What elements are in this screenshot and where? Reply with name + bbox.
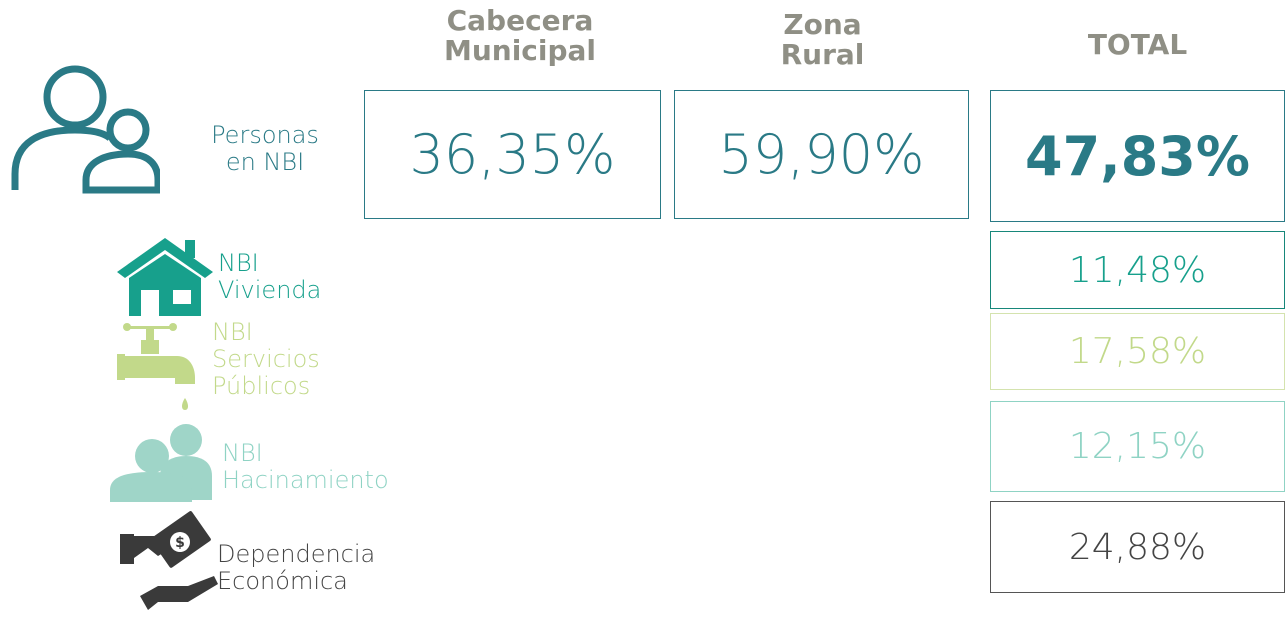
label-line: Públicos xyxy=(212,372,311,400)
row-label: Personas en NBI xyxy=(205,122,325,176)
faucet-icon xyxy=(117,323,195,410)
label-line: NBI xyxy=(212,318,253,346)
label-line: NBI xyxy=(218,249,259,277)
total-cell: 11,48% xyxy=(990,231,1285,309)
row-label: NBI Hacinamiento xyxy=(222,440,389,494)
total-cell: 47,83% xyxy=(990,90,1285,222)
row-label: NBI Servicios Públicos xyxy=(212,319,320,400)
row-label: Dependencia Económica xyxy=(217,541,375,595)
column-header: TOTAL xyxy=(1087,28,1188,61)
total-cell: 24,88% xyxy=(990,501,1285,593)
house-icon xyxy=(117,238,213,316)
total-cell: 12,15% xyxy=(990,401,1285,492)
total-cell: 17,58% xyxy=(990,313,1285,390)
column-header: Zona Rural xyxy=(780,8,865,71)
value-cell: 59,90% xyxy=(674,90,969,219)
label-line: Económica xyxy=(217,567,348,595)
column-header: Cabecera Municipal xyxy=(443,4,597,67)
label-line: en NBI xyxy=(225,148,305,176)
money-hand-icon: $ xyxy=(120,511,218,610)
label-line: NBI xyxy=(222,439,263,467)
value-cell: 36,35% xyxy=(364,90,661,219)
label-line: Dependencia xyxy=(217,540,376,568)
label-line: Servicios xyxy=(212,345,320,373)
label-line: Hacinamiento xyxy=(222,466,389,494)
label-line: Vivienda xyxy=(218,276,322,304)
persons-icon xyxy=(11,65,160,194)
dollar-sign: $ xyxy=(175,535,185,551)
row-label: NBI Vivienda xyxy=(218,250,321,304)
label-line: Personas xyxy=(211,121,319,149)
people-icon xyxy=(110,424,212,502)
